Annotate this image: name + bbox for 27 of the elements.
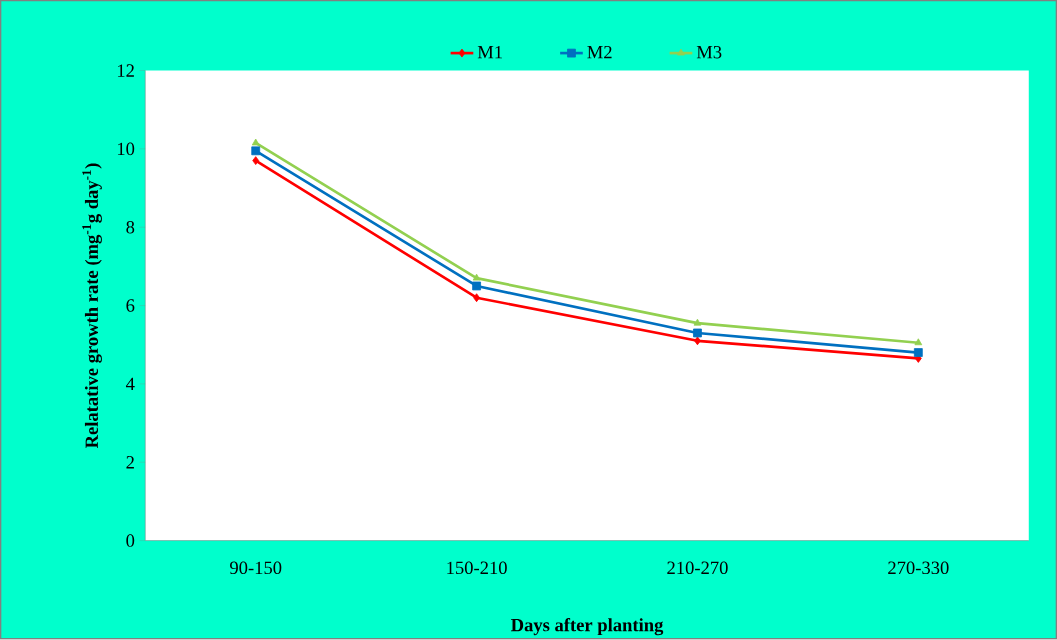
y-tick-label: 12 [117,64,134,77]
point [472,281,481,291]
point [914,338,923,346]
x-tick-label: 270-330 [888,561,949,575]
y-tick-label: 10 [117,142,135,156]
point [913,348,923,358]
y-tick-label: 8 [126,221,135,234]
legend-label: M1 [477,46,502,59]
point [252,156,260,166]
legend-label: M2 [587,46,612,59]
x-axis-title: Days after planting [510,618,664,636]
point [693,318,702,326]
point [251,146,261,156]
y-tick-label: 6 [126,299,135,312]
point [473,293,480,303]
y-tick-label: 4 [125,377,135,391]
point [694,336,701,346]
point [251,138,260,146]
legend-label: M3 [696,46,722,59]
x-tick-label: 150-210 [447,561,507,575]
y-tick-label: 2 [126,456,134,469]
y-axis-title: Relatative growth rate (mg$^{-1}$g day$^{-1}$) [82,163,102,449]
y-tick-label: 0 [126,534,135,548]
point [472,273,481,281]
x-tick-label: 90-150 [230,561,282,575]
point [693,328,702,338]
x-tick-label: 210-270 [667,561,728,575]
